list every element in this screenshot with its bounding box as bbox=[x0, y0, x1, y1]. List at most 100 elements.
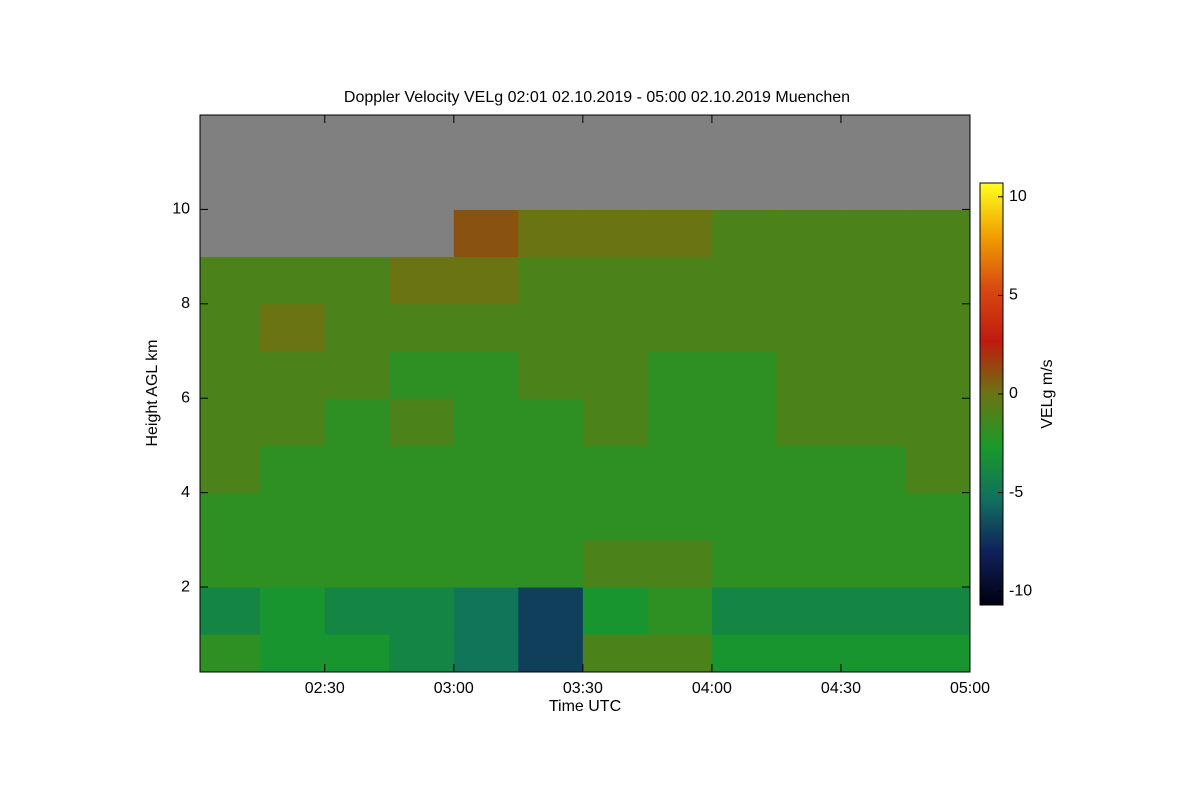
heatmap-cell bbox=[776, 162, 842, 210]
heatmap-cell bbox=[647, 398, 713, 446]
heatmap-cell bbox=[453, 634, 519, 673]
heatmap-cell bbox=[324, 209, 390, 258]
colorbar-tick-label: -5 bbox=[1009, 484, 1023, 501]
heatmap-cell bbox=[389, 539, 455, 588]
heatmap-cell bbox=[200, 209, 261, 258]
heatmap-cell bbox=[200, 303, 261, 352]
heatmap-cell bbox=[776, 303, 842, 352]
colorbar-tick-label: 5 bbox=[1009, 287, 1018, 304]
heatmap-cell bbox=[518, 445, 584, 494]
heatmap-cell bbox=[905, 256, 971, 305]
heatmap-cell bbox=[776, 115, 842, 163]
heatmap-cell bbox=[260, 539, 326, 588]
heatmap-cell bbox=[518, 634, 584, 673]
heatmap-cell bbox=[905, 162, 971, 210]
heatmap-cell bbox=[389, 115, 455, 163]
chart-title: Doppler Velocity VELg 02:01 02.10.2019 -… bbox=[344, 89, 850, 106]
heatmap-cell bbox=[582, 398, 648, 446]
heatmap-cell bbox=[711, 162, 777, 210]
heatmap-cell bbox=[647, 115, 713, 163]
colorbar-tick-label: 0 bbox=[1009, 385, 1018, 402]
heatmap-cell bbox=[905, 209, 971, 258]
heatmap-cell bbox=[840, 115, 906, 163]
heatmap-cell bbox=[905, 303, 971, 352]
heatmap-cell bbox=[518, 209, 584, 258]
heatmap-cell bbox=[905, 539, 971, 588]
heatmap-cell bbox=[260, 256, 326, 305]
heatmap-cell bbox=[647, 634, 713, 673]
heatmap-cell bbox=[711, 634, 777, 673]
heatmap-cell bbox=[518, 303, 584, 352]
heatmap-cell bbox=[518, 398, 584, 446]
heatmap-cell bbox=[200, 445, 261, 494]
heatmap-cell bbox=[200, 492, 261, 541]
heatmap-cell bbox=[840, 539, 906, 588]
heatmap-cell bbox=[389, 587, 455, 635]
heatmap-cell bbox=[518, 162, 584, 210]
y-tick-label: 8 bbox=[181, 295, 190, 312]
colorbar-label: VELg m/s bbox=[1039, 359, 1056, 428]
heatmap-cell bbox=[324, 587, 390, 635]
heatmap-cell bbox=[453, 209, 519, 258]
colorbar-tick-label: 10 bbox=[1009, 188, 1027, 205]
heatmap-cell bbox=[453, 162, 519, 210]
heatmap-cell bbox=[647, 539, 713, 588]
heatmap-cell bbox=[389, 162, 455, 210]
heatmap-cell bbox=[324, 492, 390, 541]
heatmap-cell bbox=[582, 209, 648, 258]
heatmap-cell bbox=[324, 634, 390, 673]
y-tick-label: 10 bbox=[172, 201, 190, 218]
heatmap-cell bbox=[647, 209, 713, 258]
heatmap-cell bbox=[200, 398, 261, 446]
heatmap-cell bbox=[711, 303, 777, 352]
plot-frame bbox=[199, 114, 971, 673]
heatmap-cell bbox=[647, 445, 713, 494]
y-tick-label: 4 bbox=[181, 484, 190, 501]
x-tick-label: 04:00 bbox=[692, 680, 732, 697]
heatmap-cell bbox=[647, 256, 713, 305]
heatmap-cell bbox=[905, 634, 971, 673]
heatmap-cell bbox=[389, 209, 455, 258]
heatmap-cell bbox=[200, 162, 261, 210]
heatmap-cell bbox=[840, 162, 906, 210]
heatmap-cell bbox=[776, 492, 842, 541]
x-tick-label: 05:00 bbox=[950, 680, 990, 697]
heatmap-cell bbox=[711, 539, 777, 588]
heatmap-cell bbox=[453, 303, 519, 352]
heatmap-cell bbox=[200, 539, 261, 588]
heatmap-cell bbox=[840, 492, 906, 541]
heatmap-cell bbox=[711, 587, 777, 635]
heatmap-cell bbox=[840, 209, 906, 258]
heatmap-cell bbox=[905, 445, 971, 494]
heatmap-cell bbox=[200, 587, 261, 635]
heatmap-cell bbox=[518, 492, 584, 541]
y-axis-label: Height AGL km bbox=[144, 339, 161, 446]
heatmap-cell bbox=[647, 492, 713, 541]
heatmap-cell bbox=[389, 351, 455, 399]
heatmap-cell bbox=[260, 303, 326, 352]
heatmap-cell bbox=[582, 256, 648, 305]
heatmap-cell bbox=[776, 587, 842, 635]
heatmap-cell bbox=[711, 398, 777, 446]
x-tick-label: 04:30 bbox=[821, 680, 861, 697]
heatmap-cell bbox=[453, 539, 519, 588]
heatmap-cell bbox=[647, 587, 713, 635]
heatmap-cell bbox=[582, 634, 648, 673]
heatmap-cell bbox=[324, 303, 390, 352]
heatmap-cell bbox=[453, 587, 519, 635]
heatmap-cell bbox=[582, 303, 648, 352]
heatmap-cell bbox=[200, 351, 261, 399]
heatmap-cell bbox=[389, 634, 455, 673]
heatmap-cell bbox=[905, 351, 971, 399]
heatmap-cell bbox=[905, 115, 971, 163]
heatmap-cell bbox=[453, 256, 519, 305]
heatmap-cell bbox=[324, 351, 390, 399]
heatmap-cell bbox=[711, 115, 777, 163]
heatmap-cell bbox=[200, 256, 261, 305]
heatmap-cell bbox=[905, 492, 971, 541]
x-tick-label: 03:30 bbox=[563, 680, 603, 697]
heatmap-cell bbox=[905, 587, 971, 635]
heatmap-cell bbox=[324, 539, 390, 588]
heatmap-cell bbox=[776, 634, 842, 673]
heatmap-cell bbox=[518, 351, 584, 399]
